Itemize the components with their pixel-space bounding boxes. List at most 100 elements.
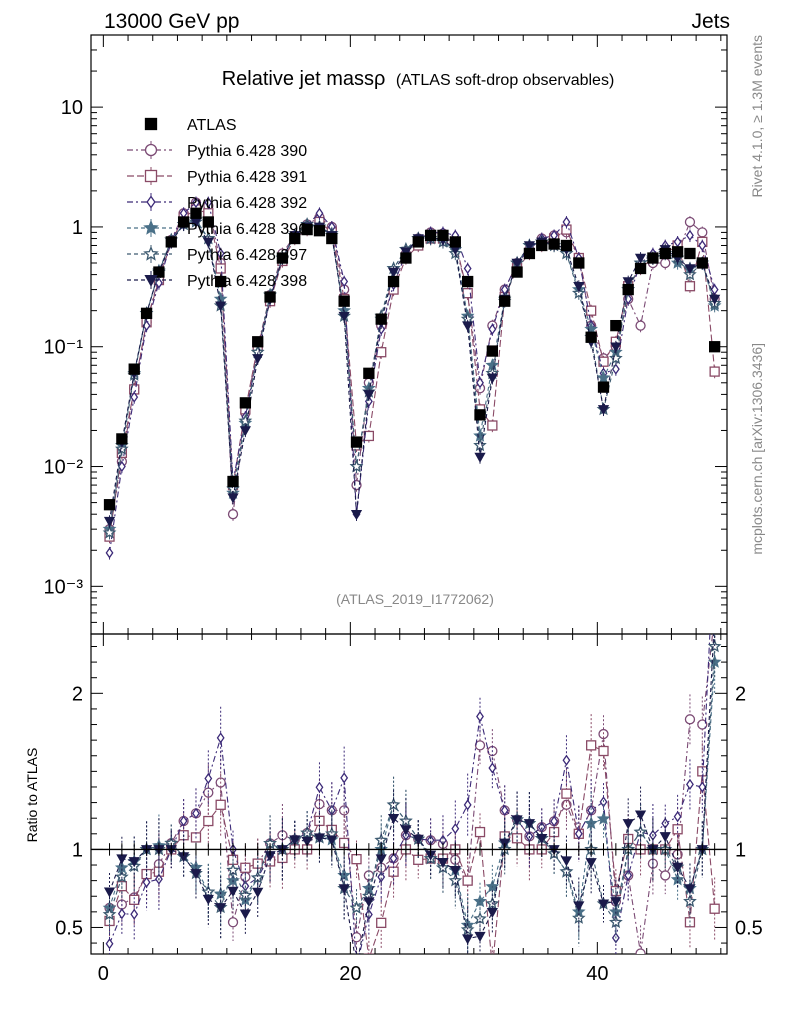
data-point-atlas: [548, 238, 560, 250]
data-point-atlas: [375, 313, 387, 325]
ratio-point-pythia-6-428-392: [389, 852, 398, 864]
data-point-atlas: [165, 236, 177, 248]
legend-marker: [146, 195, 156, 209]
ratio-point-pythia-6-428-392: [673, 811, 682, 823]
ratio-point-pythia-6-428-398: [363, 897, 375, 908]
ratio-point-pythia-6-428-391: [462, 875, 473, 886]
mc-point-pythia-6-428-397: [102, 525, 117, 539]
mc-point-pythia-6-428-392: [105, 547, 114, 559]
mc-point-pythia-6-428-398: [597, 405, 610, 416]
data-point-atlas: [140, 307, 153, 319]
mc-point-pythia-6-428-398: [523, 241, 536, 252]
data-point-atlas: [289, 232, 301, 245]
data-point-atlas: [709, 341, 721, 353]
mc-point-pythia-6-428-392: [117, 460, 126, 473]
side-text-mcplots: mcplots.cern.ch [arXiv:1306.3436]: [749, 343, 765, 555]
mc-point-pythia-6-428-391: [684, 281, 696, 292]
mc-point-pythia-6-428-392: [204, 196, 213, 209]
plot-title: Relative jet massρ (ATLAS soft-drop obse…: [222, 68, 615, 90]
mc-point-pythia-6-428-398: [400, 247, 412, 258]
ratio-point-pythia-6-428-392: [117, 908, 126, 920]
ratio-point-pythia-6-428-392: [105, 938, 114, 950]
data-point-atlas: [647, 252, 659, 264]
legend-label: Pythia 6.428 392: [187, 195, 307, 212]
ratio-point-pythia-6-428-392: [476, 710, 484, 723]
ratio-point-pythia-6-428-392: [377, 871, 386, 883]
ratio-tick-label: 0.5: [55, 917, 83, 939]
data-point-atlas: [412, 236, 424, 248]
data-point-atlas: [153, 266, 165, 278]
ratio-point-pythia-6-428-392: [574, 828, 583, 840]
mc-point-pythia-6-428-392: [476, 377, 484, 389]
data-point-atlas: [190, 207, 202, 219]
ratio-point-pythia-6-428-398: [622, 819, 634, 830]
header-category: Jets: [691, 10, 730, 33]
mc-point-pythia-6-428-392: [192, 196, 200, 209]
data-point-atlas: [622, 283, 634, 296]
data-point-atlas: [264, 291, 276, 303]
y-tick-label: 1: [72, 217, 83, 239]
mc-point-pythia-6-428-398: [462, 321, 474, 332]
x-tick-label: 20: [339, 963, 361, 985]
data-point-atlas: [536, 239, 548, 252]
data-point-atlas: [103, 499, 116, 511]
mc-point-pythia-6-428-398: [350, 509, 363, 521]
legend-item-pythia-6-428-391: Pythia 6.428 391: [127, 167, 307, 186]
ratio-point-pythia-6-428-398: [313, 833, 326, 844]
data-point-atlas: [474, 409, 486, 421]
mc-point-pythia-6-428-397: [238, 413, 253, 427]
ratio-point-pythia-6-428-398: [523, 819, 536, 830]
legend-item-pythia-6-428-396: Pythia 6.428 396: [127, 219, 307, 238]
legend-label: Pythia 6.428 390: [187, 143, 307, 160]
ratio-point-pythia-6-428-392: [488, 762, 497, 774]
mc-point-pythia-6-428-392: [562, 216, 571, 228]
ratio-point-pythia-6-428-396: [596, 811, 611, 825]
data-point-atlas: [227, 475, 239, 488]
data-point-atlas: [573, 257, 585, 269]
ratio-point-pythia-6-428-392: [587, 804, 596, 817]
title-main: Relative jet massρ: [222, 68, 386, 90]
data-point-atlas: [659, 247, 671, 260]
ratio-point-pythia-6-428-398: [301, 836, 313, 848]
data-point-atlas: [313, 225, 326, 237]
mc-point-pythia-6-428-398: [622, 277, 634, 288]
ratio-point-pythia-6-428-398: [190, 869, 202, 880]
data-point-atlas: [449, 236, 461, 248]
ratio-point-pythia-6-428-391: [363, 953, 375, 954]
ratio-point-pythia-6-428-398: [412, 834, 424, 845]
ratio-point-pythia-6-428-392: [698, 781, 707, 793]
ratio-panel-data: [102, 611, 722, 954]
mc-point-pythia-6-428-398: [202, 237, 214, 248]
ratio-point-pythia-6-428-391: [376, 917, 387, 929]
ratio-point-pythia-6-428-390: [710, 611, 719, 620]
ratio-point-pythia-6-428-392: [463, 799, 472, 811]
data-point-atlas: [486, 345, 499, 357]
ratio-point-pythia-6-428-397: [114, 869, 129, 883]
mc-point-pythia-6-428-392: [698, 239, 707, 252]
mc-point-pythia-6-428-398: [511, 258, 523, 269]
data-point-atlas: [684, 247, 696, 260]
mc-point-pythia-6-428-391: [215, 263, 226, 274]
ratio-point-pythia-6-428-398: [610, 897, 622, 908]
ratio-point-pythia-6-428-398: [710, 612, 719, 620]
ratio-point-pythia-6-428-391: [129, 894, 140, 905]
mc-point-pythia-6-428-392: [377, 323, 386, 335]
legend-marker: [144, 274, 158, 287]
title-sub: (ATLAS soft-drop observables): [396, 72, 614, 89]
data-point-atlas: [499, 295, 511, 307]
ratio-point-pythia-6-428-390: [684, 714, 696, 725]
ratio-tick-label: 2: [72, 683, 83, 705]
ratio-point-pythia-6-428-398: [462, 934, 474, 945]
data-point-atlas: [696, 257, 708, 269]
mc-point-pythia-6-428-391: [709, 366, 720, 377]
mc-point-pythia-6-428-391: [376, 347, 387, 358]
data-point-atlas: [252, 336, 264, 348]
ratio-point-pythia-6-428-398: [128, 857, 140, 868]
ratio-point-pythia-6-428-397: [349, 900, 364, 914]
data-point-atlas: [610, 319, 622, 332]
ratio-point-pythia-6-428-398: [449, 865, 461, 877]
mc-point-pythia-6-428-397: [608, 351, 623, 365]
ratio-point-pythia-6-428-398: [536, 834, 548, 845]
mc-point-pythia-6-428-392: [216, 247, 225, 260]
